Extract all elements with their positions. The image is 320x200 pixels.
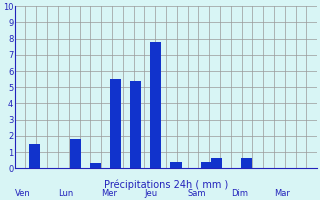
Bar bbox=[241, 158, 252, 168]
Bar bbox=[90, 163, 101, 168]
Text: Mar: Mar bbox=[274, 189, 290, 198]
Text: Ven: Ven bbox=[15, 189, 30, 198]
Bar bbox=[150, 42, 161, 168]
Bar bbox=[70, 139, 81, 168]
Bar bbox=[211, 158, 222, 168]
Text: Dim: Dim bbox=[231, 189, 248, 198]
Text: Lun: Lun bbox=[58, 189, 73, 198]
Text: Jeu: Jeu bbox=[144, 189, 157, 198]
Text: Sam: Sam bbox=[188, 189, 206, 198]
Bar bbox=[130, 81, 141, 168]
Bar bbox=[110, 79, 121, 168]
Bar bbox=[201, 162, 212, 168]
Bar bbox=[29, 144, 40, 168]
Bar bbox=[171, 162, 181, 168]
X-axis label: Précipitations 24h ( mm ): Précipitations 24h ( mm ) bbox=[104, 179, 228, 190]
Text: Mer: Mer bbox=[101, 189, 117, 198]
